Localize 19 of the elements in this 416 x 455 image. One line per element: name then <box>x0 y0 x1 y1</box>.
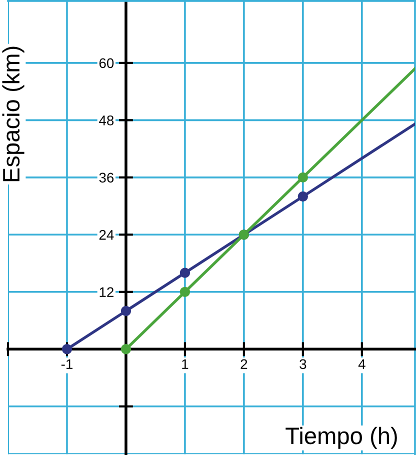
y-tick-label: 60 <box>99 58 114 68</box>
x-tick-label: 4 <box>358 359 366 369</box>
point <box>180 286 190 297</box>
point <box>120 344 132 354</box>
y-tick-label: 36 <box>99 172 114 183</box>
x-axis-title: Tiempo (h) <box>286 426 397 449</box>
x-tick-label: -1 <box>61 359 72 369</box>
y-axis-title: Espacio (km) <box>2 46 24 182</box>
x-tick-label: 2 <box>240 359 248 369</box>
point <box>62 344 72 354</box>
y-tick-label: 48 <box>99 116 114 126</box>
x-tick-label: 3 <box>300 359 306 370</box>
y-tick-label: 12 <box>100 287 114 297</box>
point <box>180 268 190 278</box>
y-tick-label: 24 <box>99 230 114 240</box>
point <box>298 172 308 182</box>
x-tick-label: 1 <box>182 359 188 369</box>
point <box>298 191 308 202</box>
point <box>120 306 132 316</box>
